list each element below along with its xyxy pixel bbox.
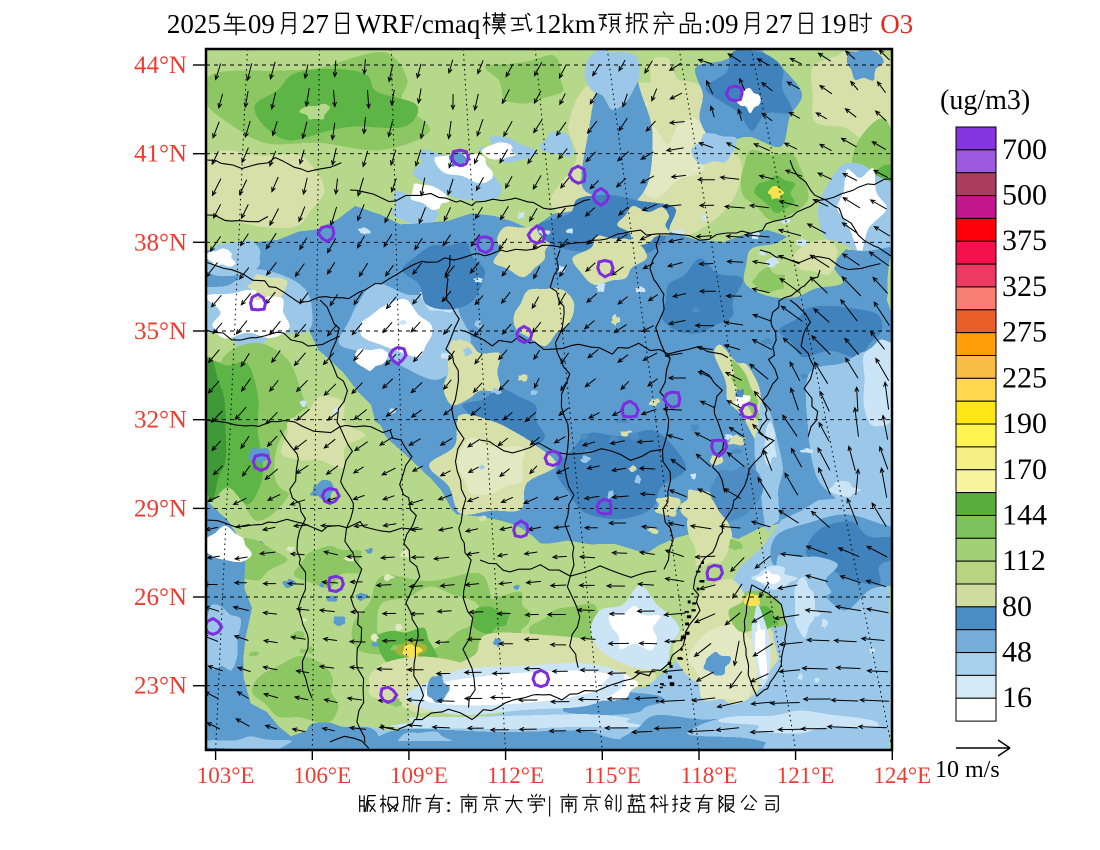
svg-text:12km: 12km	[534, 9, 596, 39]
svg-text:118°E: 118°E	[681, 763, 738, 788]
svg-text:27: 27	[766, 9, 793, 39]
svg-text:170: 170	[1002, 453, 1047, 486]
svg-text:23°N: 23°N	[134, 673, 187, 700]
svg-text:115°E: 115°E	[584, 763, 641, 788]
svg-text::: :	[704, 9, 712, 39]
svg-text:O3: O3	[880, 9, 913, 39]
svg-text:144: 144	[1002, 499, 1047, 532]
svg-text:09: 09	[248, 9, 275, 39]
svg-text:500: 500	[1002, 179, 1047, 212]
svg-text::: :	[446, 792, 452, 817]
svg-text:WRF/cmaq: WRF/cmaq	[356, 9, 481, 39]
svg-text:09: 09	[712, 9, 739, 39]
svg-text:(ug/m3): (ug/m3)	[940, 85, 1030, 116]
svg-text:32°N: 32°N	[134, 407, 187, 434]
svg-text:16: 16	[1002, 681, 1032, 714]
svg-text:124°E: 124°E	[873, 763, 931, 788]
svg-text:121°E: 121°E	[777, 763, 835, 788]
svg-text:2025: 2025	[167, 9, 221, 39]
svg-text:41°N: 41°N	[134, 141, 187, 168]
svg-text:35°N: 35°N	[134, 318, 187, 345]
svg-text:190: 190	[1002, 407, 1047, 440]
svg-text:325: 325	[1002, 270, 1047, 303]
svg-text:10 m/s: 10 m/s	[935, 757, 1000, 783]
svg-text:375: 375	[1002, 224, 1047, 257]
svg-text:27: 27	[302, 9, 329, 39]
svg-text:103°E: 103°E	[197, 763, 255, 788]
svg-text:106°E: 106°E	[293, 763, 351, 788]
svg-text:112: 112	[1002, 544, 1046, 577]
svg-text:80: 80	[1002, 590, 1032, 623]
svg-text:109°E: 109°E	[390, 763, 448, 788]
svg-text:225: 225	[1002, 361, 1047, 394]
svg-text:275: 275	[1002, 316, 1047, 349]
svg-text:19: 19	[820, 9, 847, 39]
svg-text:29°N: 29°N	[134, 495, 187, 522]
svg-text:26°N: 26°N	[134, 584, 187, 611]
svg-text:44°N: 44°N	[134, 52, 187, 79]
svg-text:38°N: 38°N	[134, 229, 187, 256]
svg-text:48: 48	[1002, 636, 1032, 669]
svg-text:112°E: 112°E	[487, 763, 544, 788]
svg-text:|: |	[547, 792, 552, 817]
svg-text:700: 700	[1002, 133, 1047, 166]
